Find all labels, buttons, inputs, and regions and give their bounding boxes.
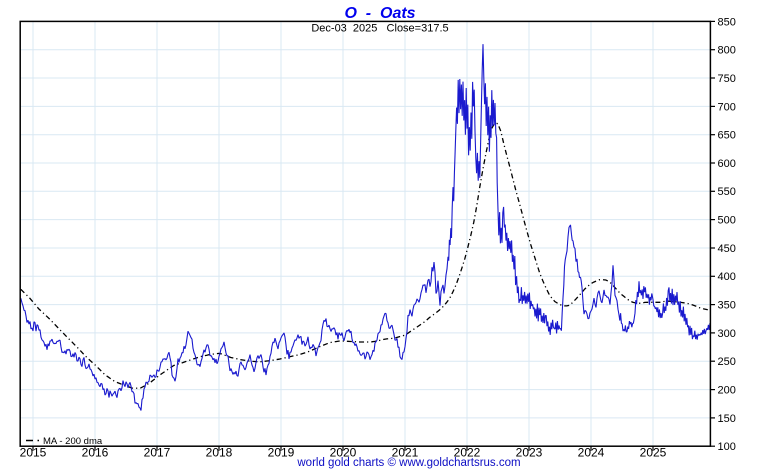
svg-text:400: 400 [718,271,736,283]
svg-text:700: 700 [718,101,736,113]
svg-text:2015: 2015 [20,446,47,460]
svg-text:2021: 2021 [392,446,419,460]
svg-text:200: 200 [718,385,736,397]
svg-text:250: 250 [718,356,736,368]
svg-text:850: 850 [718,16,736,28]
svg-text:500: 500 [718,215,736,227]
svg-text:2019: 2019 [268,446,295,460]
svg-text:350: 350 [718,300,736,312]
svg-text:550: 550 [718,186,736,198]
svg-text:O - Oats: O - Oats [344,5,415,22]
svg-text:750: 750 [718,73,736,85]
svg-text:MA - 200 dma: MA - 200 dma [43,436,103,447]
svg-text:2023: 2023 [516,446,543,460]
svg-text:450: 450 [718,243,736,255]
svg-text:2024: 2024 [578,446,605,460]
svg-text:100: 100 [718,441,736,453]
svg-text:2022: 2022 [454,446,481,460]
svg-text:2016: 2016 [82,446,109,460]
svg-text:600: 600 [718,158,736,170]
svg-text:Dec-03 2025 Close=317.5: Dec-03 2025 Close=317.5 [311,23,448,35]
svg-text:2020: 2020 [330,446,357,460]
svg-text:2025: 2025 [640,446,667,460]
svg-text:2018: 2018 [206,446,233,460]
svg-text:800: 800 [718,45,736,57]
svg-text:150: 150 [718,413,736,425]
svg-text:2017: 2017 [144,446,171,460]
svg-text:300: 300 [718,328,736,340]
svg-text:world gold charts © www.goldch: world gold charts © www.goldchartsrus.co… [296,457,520,469]
svg-text:650: 650 [718,130,736,142]
